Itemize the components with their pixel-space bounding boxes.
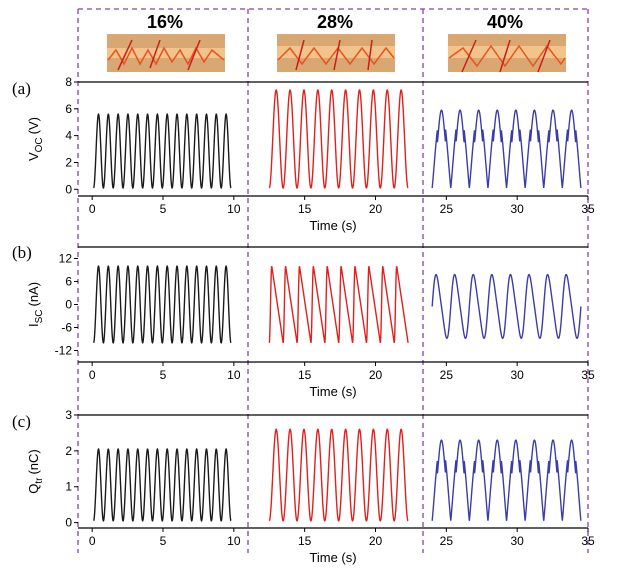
y-tick-label: -12 xyxy=(55,344,73,358)
y-axis-label: Qtr(nC) xyxy=(26,449,45,494)
device-photo-40 xyxy=(448,34,566,73)
series-line-40pct xyxy=(431,273,582,340)
y-tick-label: 0 xyxy=(65,516,72,530)
series-line-16pct xyxy=(93,448,232,522)
y-axis-label: VOC(V) xyxy=(26,117,45,161)
x-tick-label: 10 xyxy=(227,368,241,382)
strain-label-40: 40% xyxy=(487,12,523,32)
x-tick-label: 20 xyxy=(369,202,383,216)
x-tick-label: 30 xyxy=(510,534,524,548)
dividers xyxy=(77,8,589,553)
x-tick-label: 5 xyxy=(160,202,167,216)
series-line-28pct xyxy=(268,89,409,189)
x-tick-label: 25 xyxy=(440,534,454,548)
y-tick-label: 3 xyxy=(65,408,72,422)
y-tick-label: 4 xyxy=(65,129,72,143)
panel-b: (b) -12 -6 0 6 12 0 5 10 15 20 25 30 35 Time (s) ISC(nA… xyxy=(12,243,595,399)
x-axis-label: Time (s) xyxy=(309,384,356,399)
series-line-16pct xyxy=(93,113,232,190)
series-line-40pct xyxy=(431,439,582,521)
x-axis-label: Time (s) xyxy=(309,218,356,233)
panel-label: (c) xyxy=(12,412,31,431)
x-tick-label: 35 xyxy=(581,202,595,216)
x-tick-label: 35 xyxy=(581,368,595,382)
x-tick-label: 10 xyxy=(227,202,241,216)
strain-label-16: 16% xyxy=(147,12,183,32)
y-tick-label: 0 xyxy=(65,298,72,312)
y-tick-label: 6 xyxy=(65,275,72,289)
y-tick-label: 6 xyxy=(65,102,72,116)
y-tick-label: 1 xyxy=(65,480,72,494)
x-tick-label: 15 xyxy=(298,534,312,548)
x-tick-label: 0 xyxy=(89,202,96,216)
panel-label: (a) xyxy=(12,79,31,98)
series-line-28pct xyxy=(268,266,409,343)
x-tick-label: 30 xyxy=(510,202,524,216)
panel-a: (a) 0 2 4 6 8 0 5 10 15 20 25 30 35 Time (s) VOC(V) xyxy=(12,75,595,233)
y-tick-label: 12 xyxy=(59,252,73,266)
x-axis-label: Time (s) xyxy=(309,550,356,565)
x-tick-label: 15 xyxy=(298,202,312,216)
y-tick-label: 0 xyxy=(65,182,72,196)
y-tick-label: 8 xyxy=(65,75,72,89)
x-tick-label: 5 xyxy=(160,534,167,548)
series-line-16pct xyxy=(93,265,232,344)
y-tick-label: 2 xyxy=(65,155,72,169)
x-tick-label: 0 xyxy=(89,368,96,382)
series-line-28pct xyxy=(268,428,409,522)
y-axis-label: ISC(nA) xyxy=(26,282,45,327)
strain-label-28: 28% xyxy=(317,12,353,32)
x-tick-label: 25 xyxy=(440,368,454,382)
x-tick-label: 35 xyxy=(581,534,595,548)
y-tick-label: -6 xyxy=(61,321,72,335)
x-tick-label: 5 xyxy=(160,368,167,382)
x-tick-label: 15 xyxy=(298,368,312,382)
x-tick-label: 25 xyxy=(440,202,454,216)
x-tick-label: 30 xyxy=(510,368,524,382)
device-photo-16 xyxy=(107,34,225,72)
y-tick-label: 2 xyxy=(65,444,72,458)
x-tick-label: 10 xyxy=(227,534,241,548)
series-line-40pct xyxy=(431,109,582,189)
x-tick-label: 20 xyxy=(369,534,383,548)
panel-label: (b) xyxy=(12,243,32,262)
strain-labels: 16% 28% 40% xyxy=(147,12,523,32)
device-photo-28 xyxy=(277,34,395,72)
x-tick-label: 20 xyxy=(369,368,383,382)
x-tick-label: 0 xyxy=(89,534,96,548)
